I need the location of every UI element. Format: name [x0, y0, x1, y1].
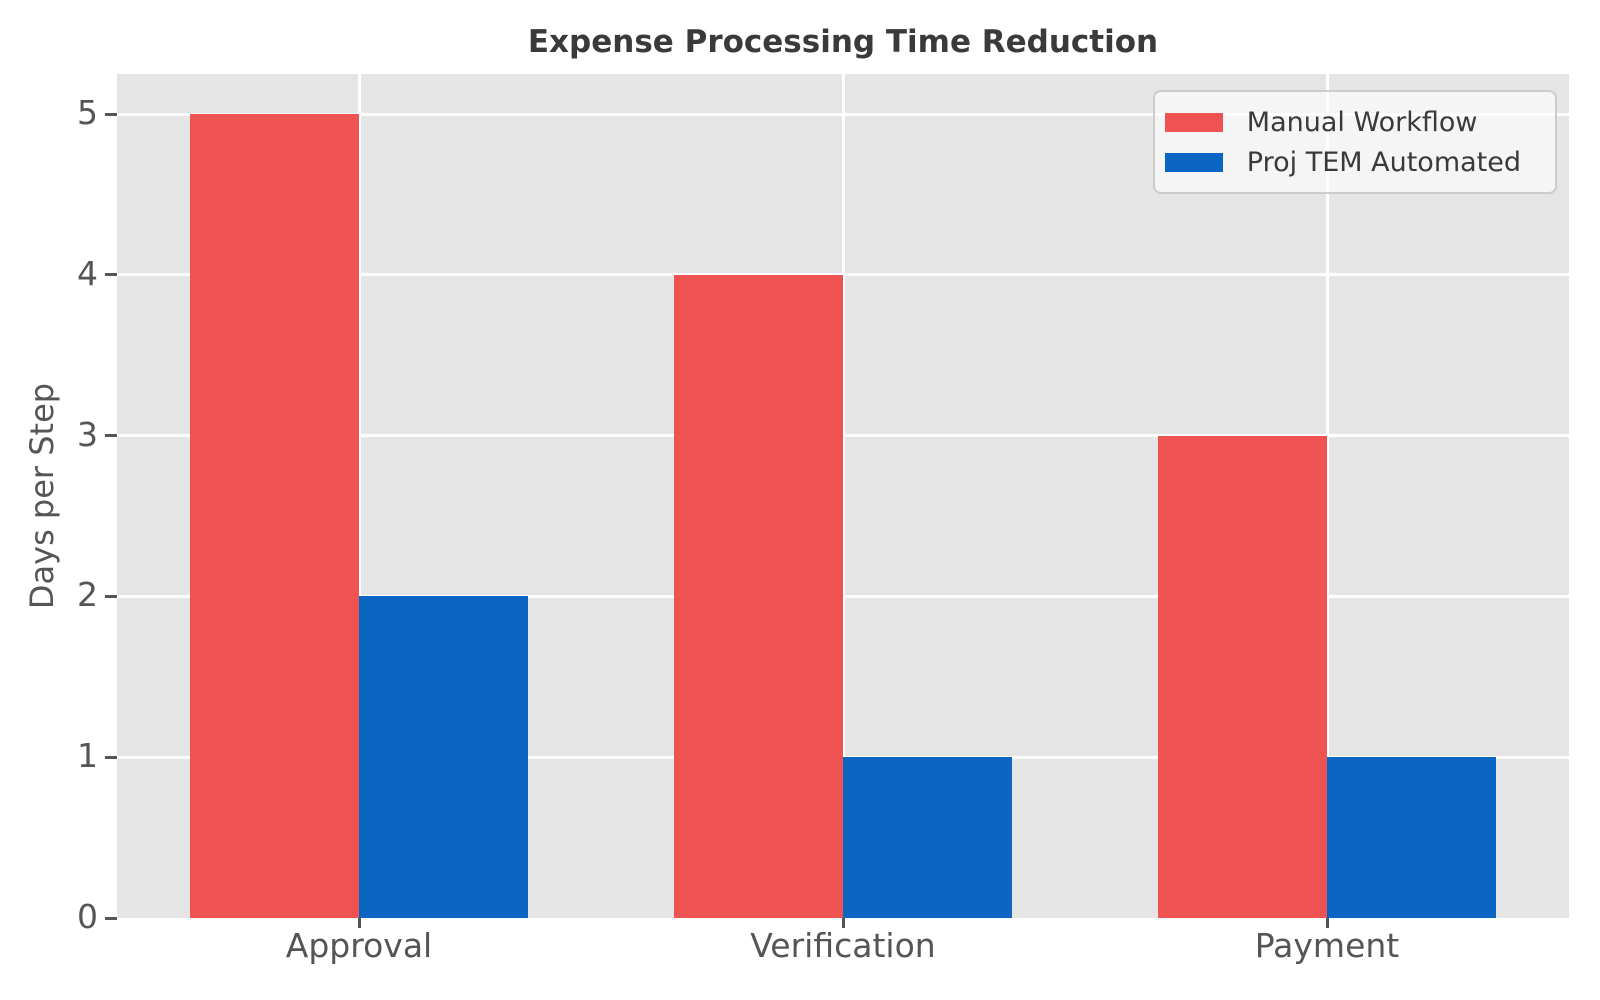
- legend-item-proj-tem-automated: Proj TEM Automated: [1164, 142, 1521, 182]
- y-tick-mark-2: [105, 594, 117, 598]
- plot-area: [117, 74, 1569, 918]
- bar-manual-workflow-verification: [673, 274, 843, 918]
- legend: Manual Workflow Proj TEM Automated: [1152, 90, 1557, 194]
- y-tick-label-1: 1: [77, 736, 98, 776]
- legend-swatch-manual-workflow: [1164, 112, 1223, 132]
- y-tick-mark-0: [105, 916, 117, 920]
- bar-proj-tem-automated-payment: [1327, 757, 1497, 918]
- gridline-x-payment: [1325, 74, 1329, 918]
- y-tick-mark-1: [105, 755, 117, 759]
- bar-manual-workflow-payment: [1157, 435, 1327, 918]
- x-tick-mark-approval: [357, 918, 361, 928]
- bar-proj-tem-automated-verification: [843, 757, 1013, 918]
- y-tick-mark-5: [105, 112, 117, 116]
- legend-label: Manual Workflow: [1246, 106, 1478, 138]
- x-tick-label-verification: Verification: [750, 926, 936, 965]
- y-tick-mark-4: [105, 273, 117, 277]
- y-tick-mark-3: [105, 434, 117, 438]
- bar-manual-workflow-approval: [189, 114, 359, 918]
- legend-swatch-proj-tem-automated: [1164, 152, 1223, 172]
- x-tick-mark-payment: [1325, 918, 1329, 928]
- y-tick-label-5: 5: [77, 93, 98, 133]
- legend-label: Proj TEM Automated: [1246, 146, 1521, 178]
- y-tick-label-2: 2: [77, 575, 98, 615]
- gridline-x-verification: [841, 74, 845, 918]
- x-tick-label-payment: Payment: [1254, 926, 1400, 965]
- y-tick-label-3: 3: [77, 414, 98, 454]
- x-tick-label-approval: Approval: [285, 926, 433, 965]
- bar-proj-tem-automated-approval: [359, 596, 529, 918]
- chart-title: Expense Processing Time Reduction: [527, 24, 1159, 60]
- y-tick-label-0: 0: [77, 896, 98, 936]
- gridline-x-approval: [357, 74, 361, 918]
- legend-item-manual-workflow: Manual Workflow: [1164, 102, 1521, 142]
- y-tick-label-4: 4: [77, 253, 98, 293]
- x-tick-mark-verification: [841, 918, 845, 928]
